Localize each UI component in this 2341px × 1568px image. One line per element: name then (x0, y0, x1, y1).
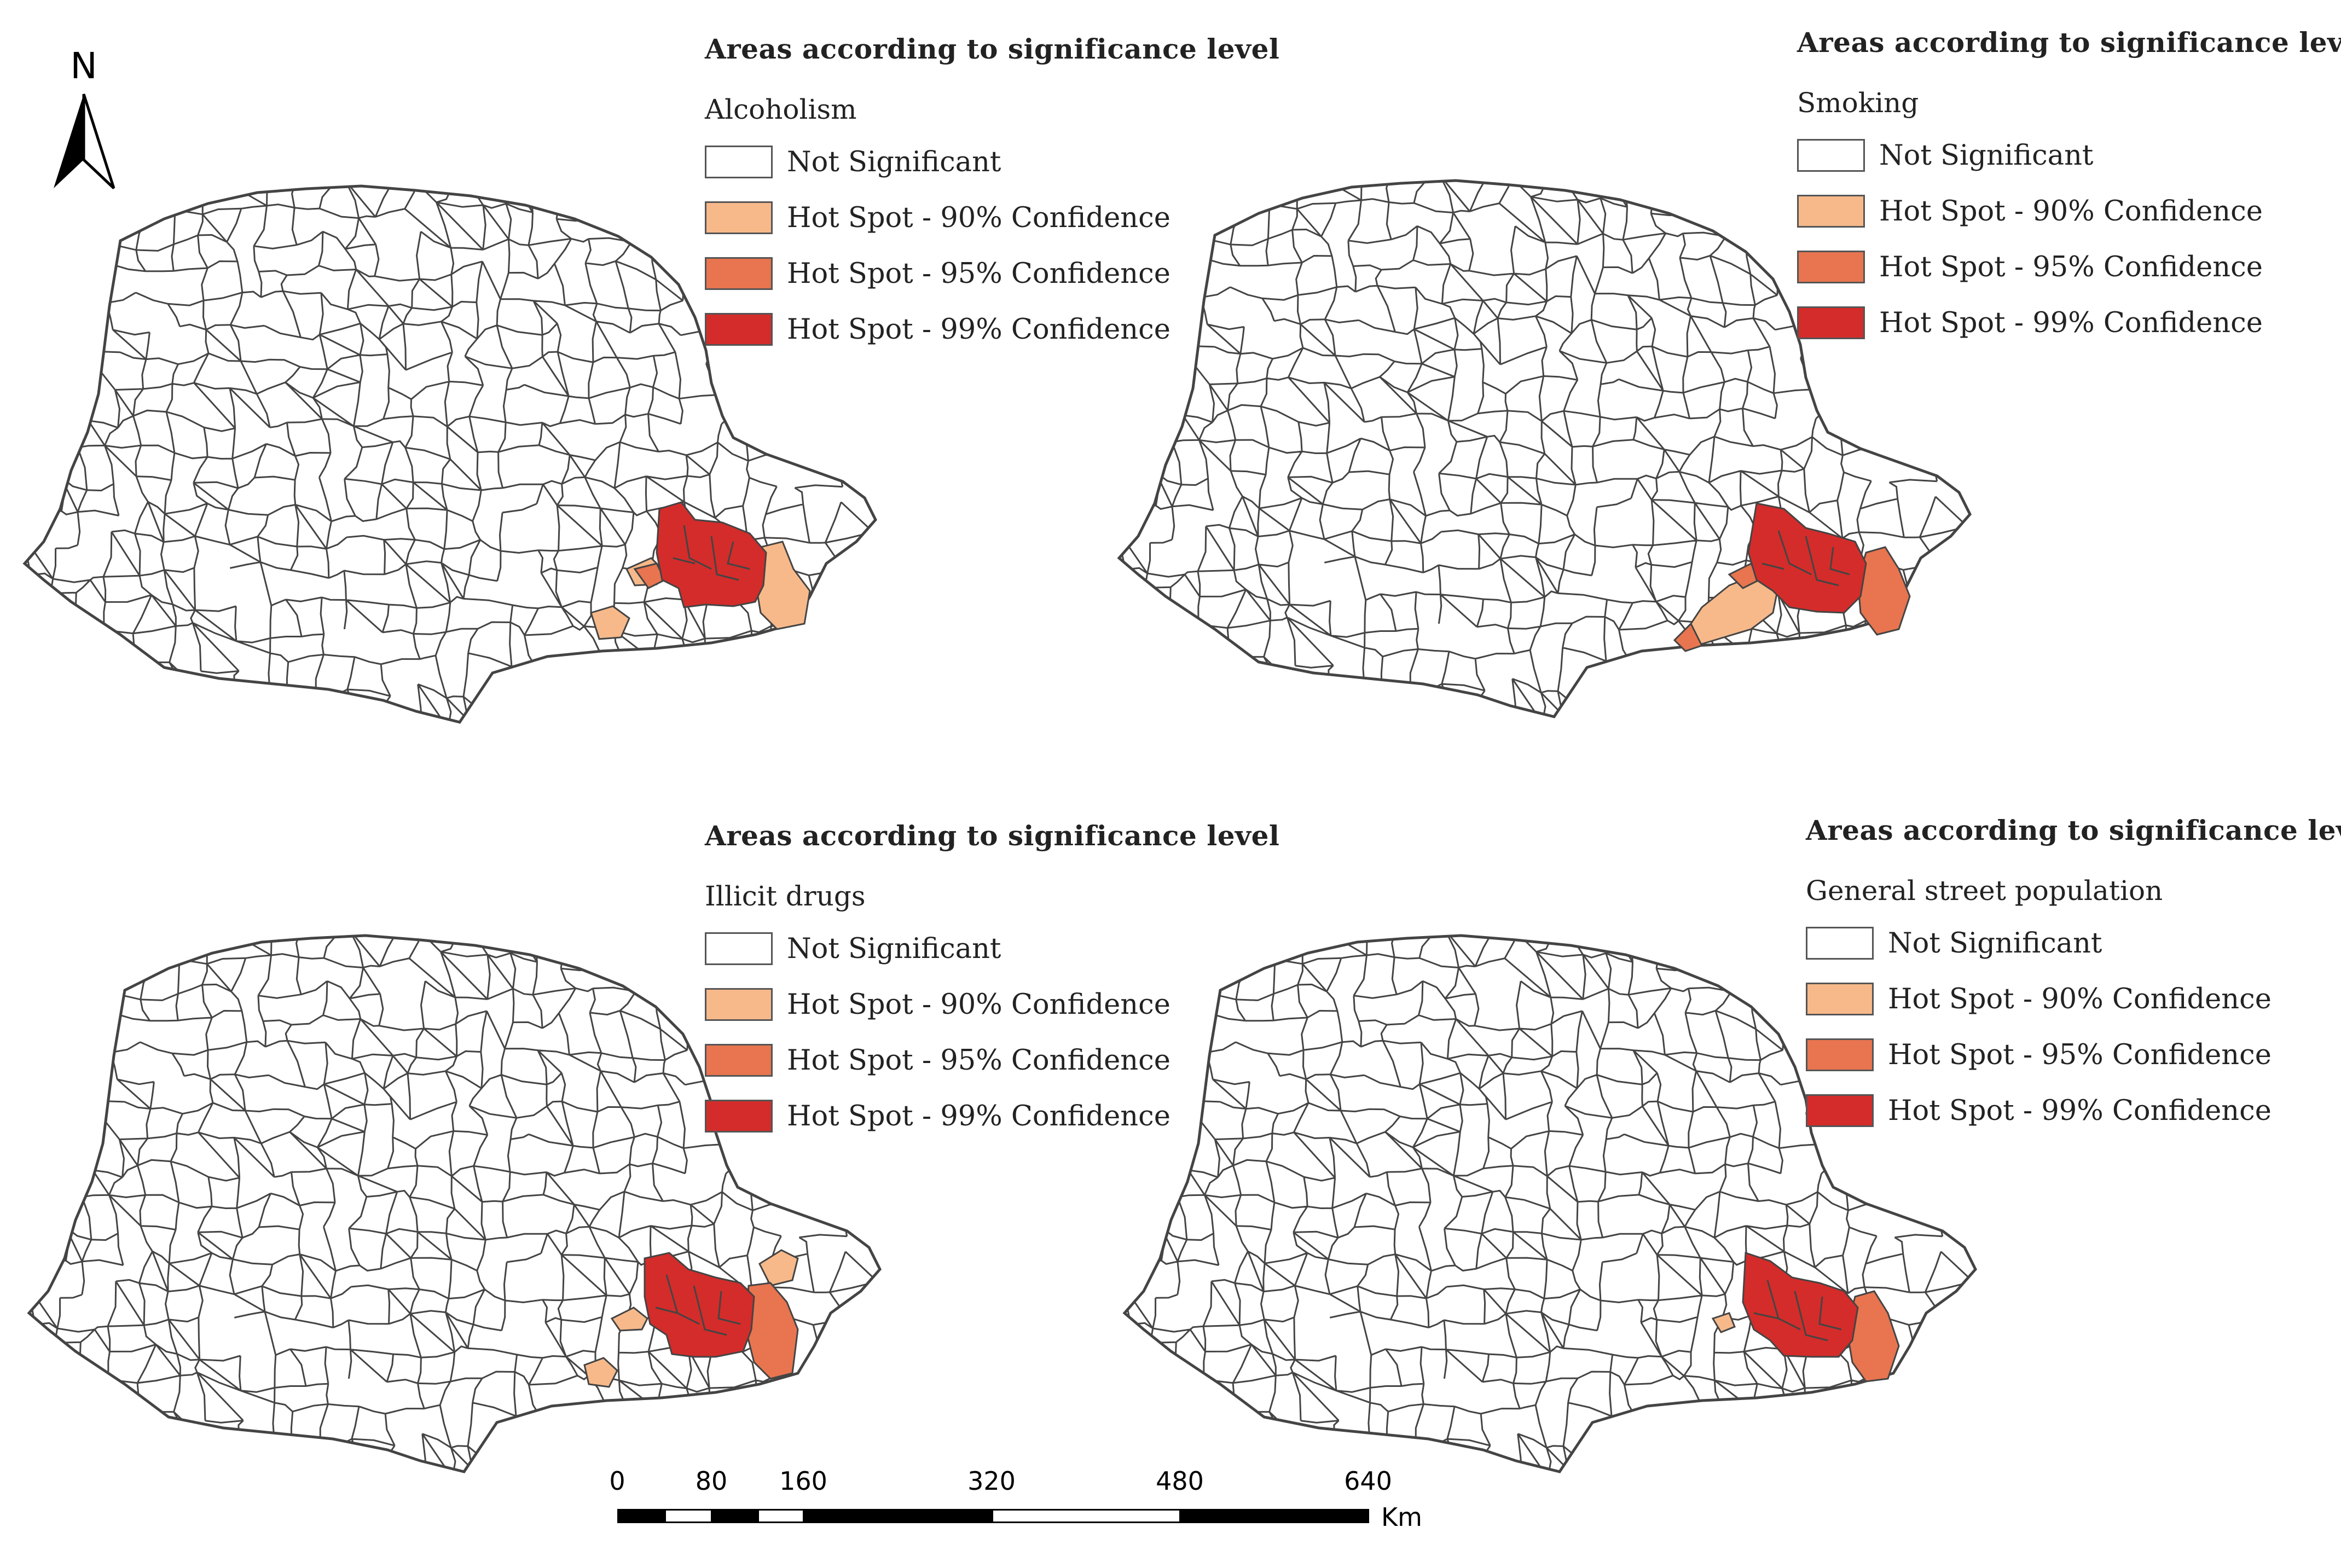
scale-segment (992, 1509, 1181, 1523)
scale-segment (617, 1509, 665, 1523)
legend-swatch (705, 201, 773, 234)
legend-general-street-population: Areas according to significance level Ge… (1806, 814, 2341, 1130)
legend-label: Hot Spot - 95% Confidence (1879, 251, 2263, 283)
legend-variable: Illicit drugs (705, 880, 866, 912)
hotspot-regions (583, 1249, 799, 1388)
legend-label: Hot Spot - 99% Confidence (1888, 1094, 2272, 1127)
hotspot-90-region (590, 605, 630, 640)
hotspot-90-region (610, 1306, 648, 1332)
legend-label: Hot Spot - 99% Confidence (1879, 306, 2263, 339)
legend-title: Areas according to significance level (1797, 26, 2341, 59)
north-arrow-icon (54, 94, 115, 189)
north-arrow: N (48, 45, 119, 193)
legend-swatch (705, 257, 773, 290)
legend-illicit-drugs: Areas according to significance level Il… (705, 820, 1279, 1135)
legend-label: Not Significant (787, 932, 1001, 965)
scale-tick-80: 80 (695, 1466, 728, 1496)
legend-label: Hot Spot - 90% Confidence (1879, 195, 2263, 228)
legend-label: Not Significant (1888, 927, 2102, 960)
scale-bar: 0 80 160 320 480 640 Km (609, 1466, 1434, 1543)
legend-swatch (1806, 1038, 1874, 1071)
legend-swatch (1806, 983, 1874, 1015)
legend-swatch (1806, 927, 1874, 960)
legend-item-hot-90: Hot Spot - 90% Confidence (705, 985, 1279, 1024)
legend-item-hot-90: Hot Spot - 90% Confidence (1806, 980, 2341, 1018)
scale-unit: Km (1381, 1502, 1422, 1532)
scale-segment (711, 1509, 758, 1523)
hotspot-regions (590, 501, 811, 640)
legend-swatch (705, 988, 773, 1021)
legend-item-not-significant: Not Significant (1797, 136, 2341, 175)
hotspot-regions (1711, 1251, 1900, 1383)
hotspot-90-region (583, 1357, 618, 1388)
legend-swatch (1797, 251, 1865, 283)
hotspot-95-region (1673, 622, 1703, 652)
legend-item-hot-90: Hot Spot - 90% Confidence (705, 199, 1279, 237)
legend-alcoholism: Areas according to significance level Al… (705, 33, 1279, 349)
legend-item-hot-99: Hot Spot - 99% Confidence (1806, 1091, 2341, 1130)
legend-item-not-significant: Not Significant (705, 930, 1279, 968)
legend-swatch (705, 932, 773, 965)
legend-swatch (1806, 1094, 1874, 1127)
legend-smoking: Areas according to significance level Sm… (1797, 26, 2341, 342)
legend-swatch (705, 146, 773, 178)
hotspot-99-region (1742, 1251, 1859, 1358)
scale-tick-320: 320 (967, 1466, 1016, 1496)
legend-swatch (705, 1100, 773, 1133)
legend-item-hot-99: Hot Spot - 99% Confidence (1797, 304, 2341, 342)
legend-label: Not Significant (1879, 139, 2094, 172)
scale-segment (803, 1509, 993, 1523)
scale-segment (664, 1509, 712, 1523)
legend-swatch (1797, 306, 1865, 339)
legend-variable: Alcoholism (705, 94, 857, 125)
map-general-street-population (1100, 914, 2030, 1515)
map-illicit-drugs (4, 914, 935, 1515)
hotspot-90-region (1711, 1312, 1736, 1333)
legend-label: Not Significant (787, 146, 1001, 178)
legend-label: Hot Spot - 95% Confidence (787, 257, 1170, 290)
legend-item-not-significant: Not Significant (1806, 924, 2341, 962)
legend-label: Hot Spot - 90% Confidence (787, 988, 1170, 1021)
legend-variable: Smoking (1797, 87, 1919, 119)
map-smoking (1094, 159, 2025, 760)
legend-label: Hot Spot - 99% Confidence (787, 313, 1170, 346)
hotspot-90-region (758, 1249, 799, 1287)
north-label: N (70, 45, 97, 87)
legend-title: Areas according to significance level (705, 33, 1280, 65)
legend-title: Areas according to significance level (1806, 814, 2341, 846)
map-alcoholism (0, 164, 930, 766)
scale-segment (757, 1509, 804, 1523)
legend-swatch (1797, 139, 1865, 172)
legend-label: Hot Spot - 90% Confidence (787, 201, 1170, 234)
legend-label: Hot Spot - 95% Confidence (787, 1044, 1170, 1077)
scale-tick-0: 0 (609, 1466, 625, 1496)
legend-swatch (705, 313, 773, 346)
legend-label: Hot Spot - 99% Confidence (787, 1100, 1170, 1133)
legend-title: Areas according to significance level (705, 820, 1280, 852)
legend-item-not-significant: Not Significant (705, 143, 1279, 181)
legend-item-hot-95: Hot Spot - 95% Confidence (705, 254, 1279, 293)
legend-item-hot-99: Hot Spot - 99% Confidence (705, 1097, 1279, 1135)
legend-item-hot-95: Hot Spot - 95% Confidence (1806, 1036, 2341, 1074)
legend-item-hot-95: Hot Spot - 95% Confidence (705, 1041, 1279, 1079)
hotspot-90-region (1678, 573, 1780, 647)
legend-item-hot-99: Hot Spot - 99% Confidence (705, 310, 1279, 349)
legend-item-hot-90: Hot Spot - 90% Confidence (1797, 192, 2341, 230)
hotspot-regions (1673, 502, 1911, 652)
scale-tick-640: 640 (1344, 1466, 1392, 1496)
legend-variable: General street population (1806, 875, 2163, 907)
scale-segment (1180, 1509, 1369, 1523)
legend-swatch (705, 1044, 773, 1077)
legend-item-hot-95: Hot Spot - 95% Confidence (1797, 248, 2341, 286)
scale-tick-160: 160 (779, 1466, 827, 1496)
scale-tick-480: 480 (1156, 1466, 1204, 1496)
legend-swatch (1797, 195, 1865, 228)
hotspot-95-region (745, 1282, 799, 1380)
legend-label: Hot Spot - 90% Confidence (1888, 983, 2272, 1015)
legend-label: Hot Spot - 95% Confidence (1888, 1038, 2272, 1071)
